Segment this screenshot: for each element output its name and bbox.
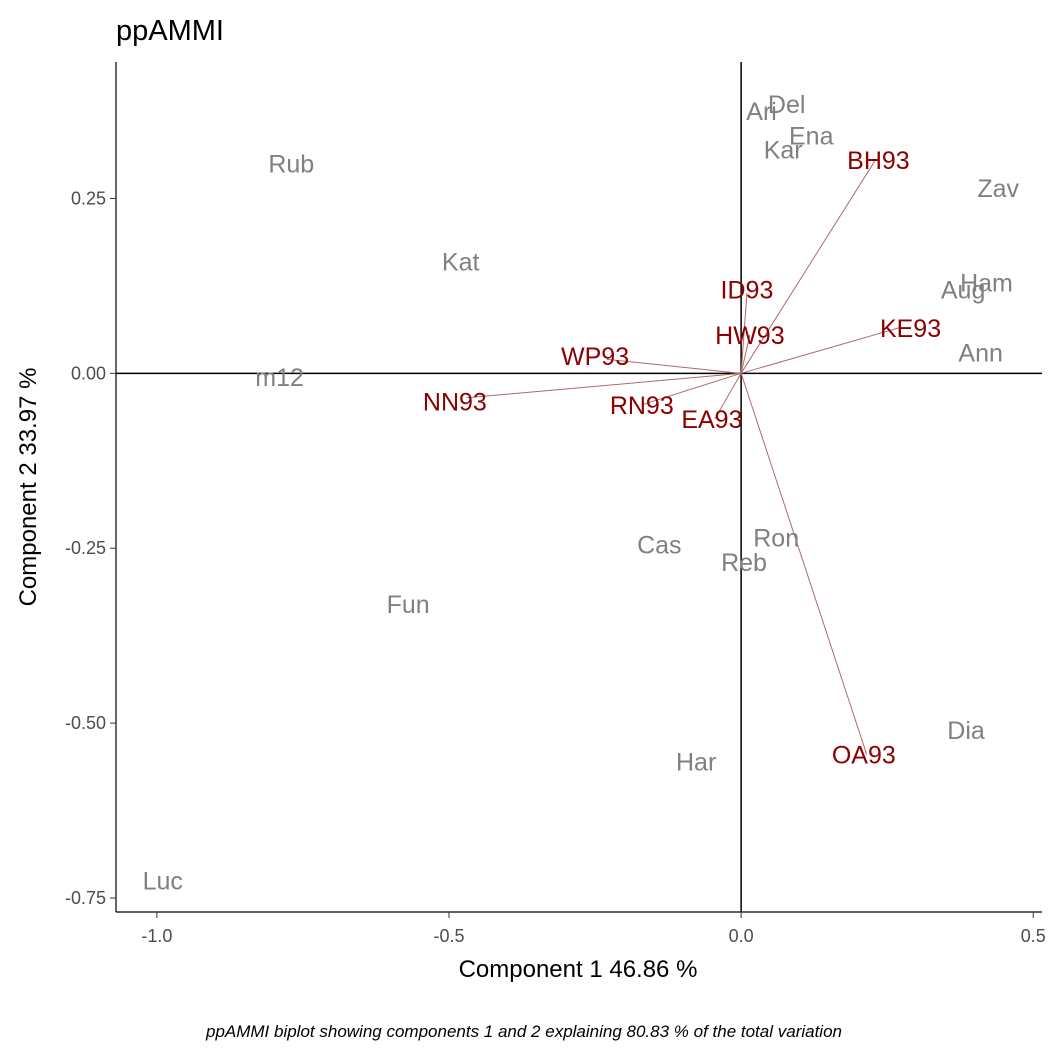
environment-label: BH93 [847, 147, 910, 175]
y-axis-title: Component 2 33.97 % [15, 368, 42, 607]
y-tick-label: 0.25 [71, 188, 106, 208]
y-tick-label: 0.00 [71, 363, 106, 383]
genotype-label: Ari [746, 98, 777, 126]
x-axis: -1.0 -0.5 0.0 0.5 [116, 911, 1046, 946]
y-tick-label: -0.75 [65, 888, 106, 908]
genotype-label: Aug [941, 276, 985, 304]
genotype-label: m12 [255, 364, 304, 392]
environment-label: EA93 [681, 406, 742, 434]
x-tick-label: -0.5 [433, 926, 464, 946]
genotype-label: Ann [958, 339, 1002, 367]
genotype-label: Ena [789, 122, 834, 150]
environment-label: KE93 [880, 315, 941, 343]
genotype-label: Luc [143, 868, 183, 896]
genotype-label: Kar [764, 136, 803, 164]
environment-vector [466, 372, 742, 399]
environment-vector [740, 292, 748, 374]
chart-title: ppAMMI [116, 15, 224, 47]
genotype-label: Ham [960, 269, 1013, 297]
chart-caption: ppAMMI biplot showing components 1 and 2… [205, 1022, 842, 1041]
genotype-label: Fun [387, 591, 430, 619]
environment-vector [740, 334, 751, 374]
y-axis: 0.25 0.00 -0.25 -0.50 -0.75 [65, 62, 117, 912]
environment-vector [714, 373, 742, 420]
genotype-label: Reb [721, 549, 767, 577]
genotype-label: Ron [753, 525, 799, 553]
genotype-label: Cas [637, 532, 681, 560]
x-tick-label: -1.0 [141, 926, 172, 946]
environment-label: OA93 [832, 742, 896, 770]
environment-label: WP93 [561, 343, 629, 371]
genotype-label: Del [768, 91, 806, 119]
genotype-label: Zav [977, 175, 1019, 203]
environment-vector [740, 373, 868, 755]
x-tick-label: 0.0 [729, 926, 754, 946]
genotype-label: Kat [442, 248, 480, 276]
genotype-label: Dia [947, 717, 985, 745]
x-axis-title: Component 1 46.86 % [459, 956, 698, 983]
genotype-label: Har [676, 749, 716, 777]
y-tick-label: -0.25 [65, 538, 106, 558]
environment-vector [606, 358, 742, 374]
x-tick-label: 0.5 [1021, 926, 1046, 946]
environment-vector [740, 327, 900, 374]
environment-label: HW93 [715, 322, 784, 350]
environment-label: NN93 [423, 388, 487, 416]
environment-vector [641, 372, 742, 406]
environment-label: ID93 [721, 276, 774, 304]
environment-label: RN93 [610, 392, 674, 420]
genotype-label: Rub [268, 150, 314, 178]
environment-vector [740, 159, 876, 374]
y-tick-label: -0.50 [65, 713, 106, 733]
